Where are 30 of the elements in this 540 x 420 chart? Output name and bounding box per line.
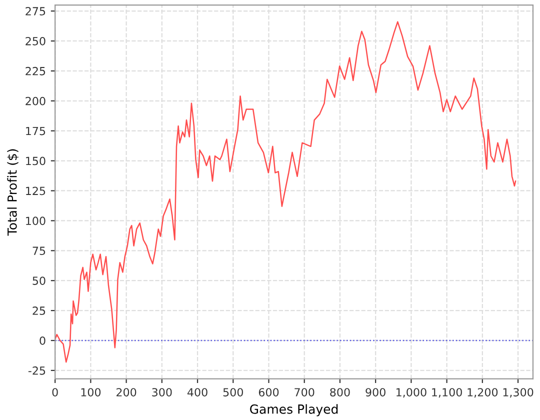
y-tick-label: 0	[40, 336, 46, 345]
x-tick-label: 1,100	[432, 388, 462, 398]
x-tick-label: 300	[152, 388, 172, 396]
y-tick-label: 150	[26, 156, 46, 166]
y-axis-title: Total Profit ($)	[7, 149, 19, 236]
y-tick-label: -25	[28, 366, 46, 375]
y-tick-label: 175	[26, 126, 46, 136]
x-tick-label: 100	[81, 388, 101, 396]
x-tick-label: 200	[116, 388, 136, 396]
y-tick-label: 275	[26, 7, 46, 16]
x-tick-label: 1,000	[396, 388, 426, 398]
y-tick-label: 225	[26, 66, 46, 76]
x-tick-label: 1,200	[468, 388, 498, 398]
x-tick-label: 900	[366, 388, 386, 396]
y-tick-label: 25	[32, 306, 46, 315]
y-tick-label: 200	[26, 96, 46, 106]
x-tick-label: 600	[258, 388, 279, 396]
x-tick-label: 500	[223, 388, 243, 396]
line-series	[55, 21, 516, 363]
y-tick-label: 250	[26, 36, 46, 46]
y-tick-label: 50	[32, 276, 46, 285]
x-tick-label: 800	[330, 388, 350, 396]
x-tick-label: 400	[187, 388, 208, 396]
y-tick-label: 75	[32, 246, 46, 256]
x-axis-title: Games Played	[250, 404, 338, 416]
x-tick-label: 0	[52, 388, 58, 396]
x-tick-label: 700	[294, 388, 314, 396]
y-tick-label: 100	[26, 216, 46, 226]
y-tick-label: 125	[26, 186, 46, 196]
x-tick-label: 1,300	[503, 388, 534, 398]
